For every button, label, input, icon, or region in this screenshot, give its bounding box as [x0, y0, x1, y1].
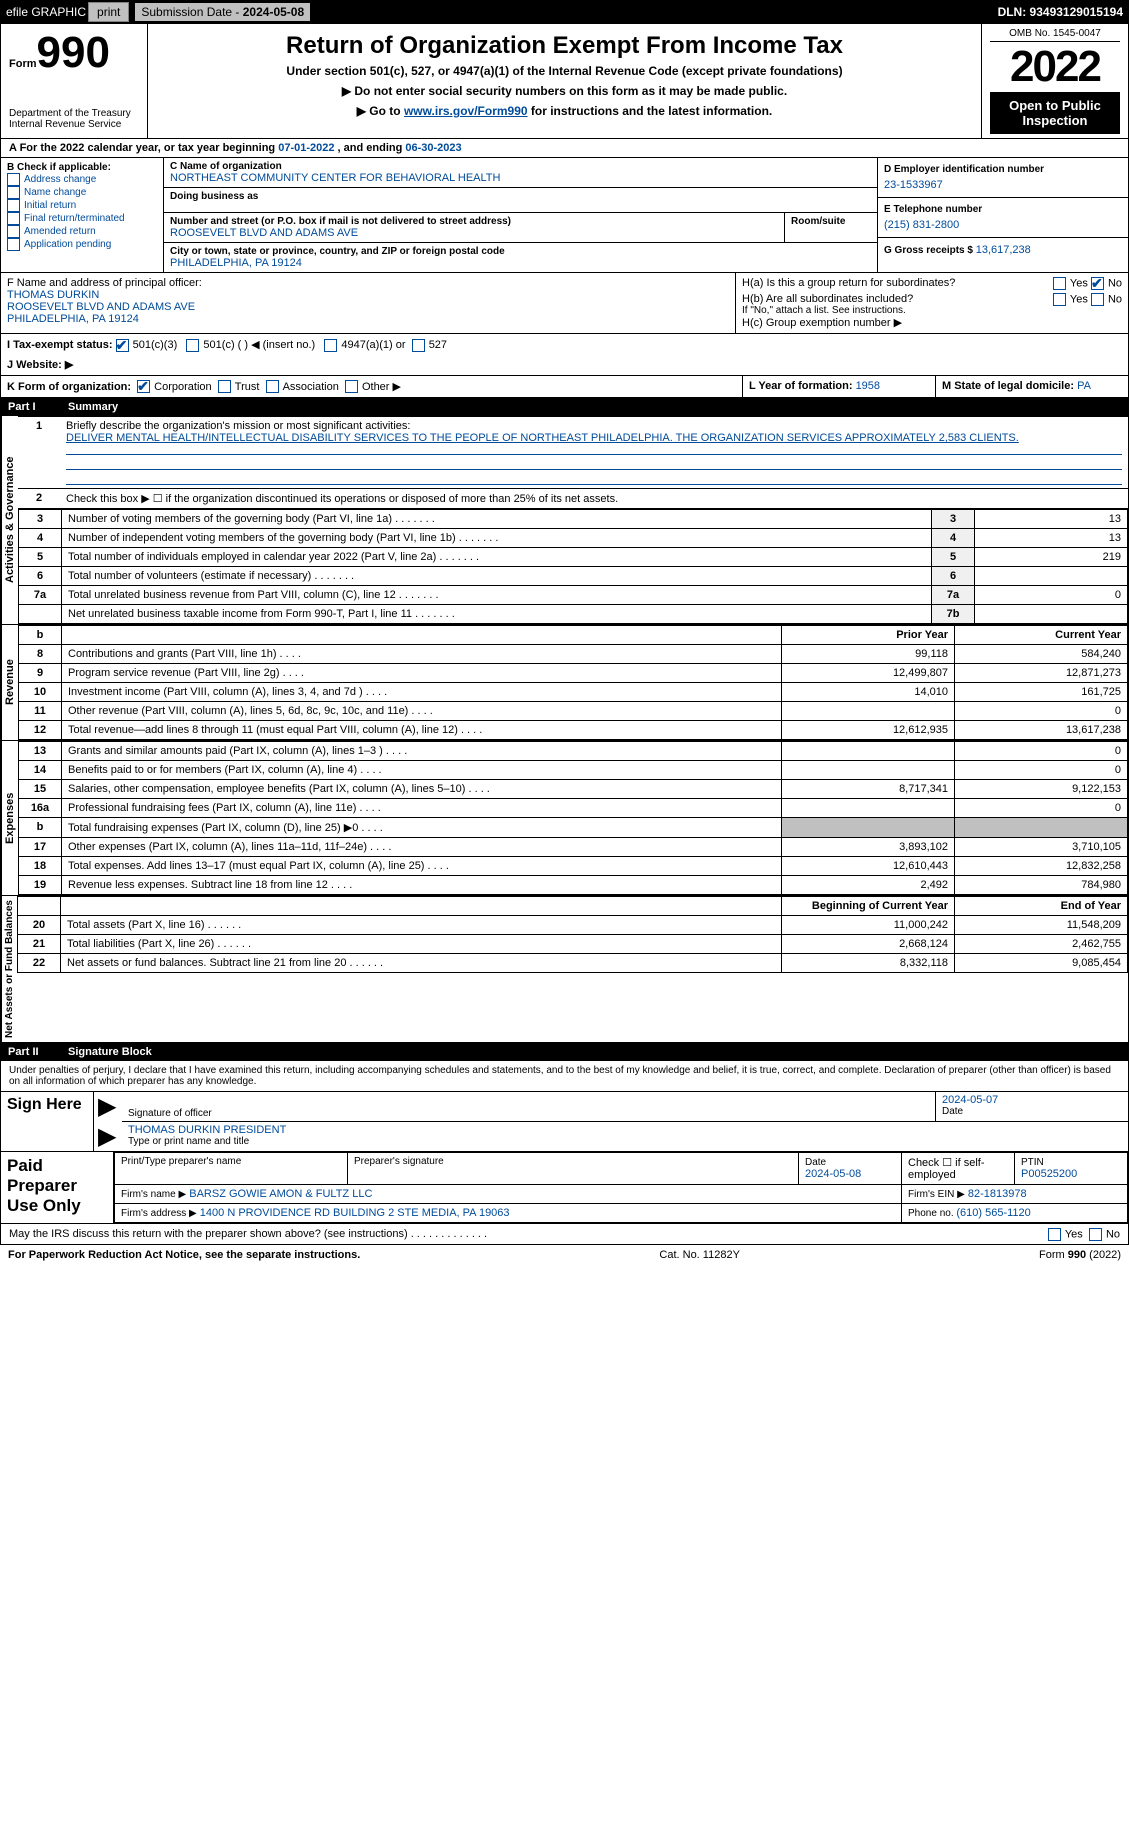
table-row: 10Investment income (Part VIII, column (… [19, 683, 1128, 702]
room-label: Room/suite [791, 216, 871, 227]
tax-year: 2022 [990, 42, 1120, 92]
street-address: ROOSEVELT BLVD AND ADAMS AVE [170, 227, 778, 239]
side-revenue: Revenue [1, 625, 18, 740]
table-row: 6Total number of volunteers (estimate if… [19, 567, 1128, 586]
j-row: J Website: ▶ [7, 358, 1122, 371]
city-state-zip: PHILADELPHIA, PA 19124 [170, 257, 871, 269]
summary-expenses: Expenses 13Grants and similar amounts pa… [0, 741, 1129, 896]
table-row: 8Contributions and grants (Part VIII, li… [19, 645, 1128, 664]
f-label: F Name and address of principal officer: [7, 277, 729, 289]
firm-address: 1400 N PROVIDENCE RD BUILDING 2 STE MEDI… [200, 1207, 510, 1219]
firm-name: BARSZ GOWIE AMON & FULTZ LLC [189, 1188, 372, 1200]
open-inspection: Open to Public Inspection [990, 92, 1120, 134]
d-label: D Employer identification number [884, 164, 1122, 175]
summary-net: Net Assets or Fund Balances Beginning of… [0, 896, 1129, 1043]
efile-label: efile GRAPHIC [6, 5, 86, 19]
telephone: (215) 831-2800 [884, 219, 1122, 231]
h-b: H(b) Are all subordinates included? Yes … [742, 293, 1122, 305]
block-fh: F Name and address of principal officer:… [0, 273, 1129, 334]
perjury-declaration: Under penalties of perjury, I declare th… [0, 1061, 1129, 1092]
side-net: Net Assets or Fund Balances [1, 896, 17, 1042]
table-row: 17Other expenses (Part IX, column (A), l… [19, 838, 1128, 857]
table-row: 15Salaries, other compensation, employee… [19, 780, 1128, 799]
dln: DLN: 93493129015194 [998, 5, 1123, 19]
b-checklist: Address change Name change Initial retur… [7, 173, 157, 251]
gross-receipts: G Gross receipts $ 13,617,238 [878, 238, 1128, 262]
paid-preparer-block: Paid Preparer Use Only Print/Type prepar… [0, 1152, 1129, 1224]
summary-revenue: Revenue bPrior YearCurrent Year8Contribu… [0, 625, 1129, 741]
sign-here-block: Sign Here ▶ Signature of officer 2024-05… [0, 1092, 1129, 1152]
block-ij: I Tax-exempt status: 501(c)(3) 501(c) ( … [0, 334, 1129, 376]
part-1-header: Part ISummary [0, 398, 1129, 416]
form-990-label: Form990 [9, 28, 139, 78]
summary-activities: Activities & Governance 1Briefly describ… [0, 416, 1129, 625]
subtitle-2: ▶ Do not enter social security numbers o… [156, 84, 973, 98]
m-row: M State of legal domicile: PA [936, 376, 1128, 398]
sig-officer-label: Signature of officer [128, 1108, 929, 1119]
table-row: 22Net assets or fund balances. Subtract … [18, 954, 1128, 973]
e-label: E Telephone number [884, 204, 1122, 215]
table-row: 13Grants and similar amounts paid (Part … [19, 742, 1128, 761]
table-row: 3Number of voting members of the governi… [19, 510, 1128, 529]
table-row: 4Number of independent voting members of… [19, 529, 1128, 548]
may-discuss: May the IRS discuss this return with the… [0, 1224, 1129, 1245]
subtitle-1: Under section 501(c), 527, or 4947(a)(1)… [156, 64, 973, 78]
org-name: NORTHEAST COMMUNITY CENTER FOR BEHAVIORA… [170, 172, 871, 184]
table-row: 21Total liabilities (Part X, line 26) . … [18, 935, 1128, 954]
table-row: 20Total assets (Part X, line 16) . . . .… [18, 916, 1128, 935]
h-c: H(c) Group exemption number ▶ [742, 316, 1122, 329]
omb: OMB No. 1545-0047 [990, 28, 1120, 42]
table-row: 18Total expenses. Add lines 13–17 (must … [19, 857, 1128, 876]
table-row: 14Benefits paid to or for members (Part … [19, 761, 1128, 780]
subtitle-3: ▶ Go to www.irs.gov/Form990 for instruct… [156, 104, 973, 118]
table-row: 9Program service revenue (Part VIII, lin… [19, 664, 1128, 683]
city-label: City or town, state or province, country… [170, 246, 871, 257]
officer-name-title: THOMAS DURKIN PRESIDENT [128, 1124, 1122, 1136]
block-bcdefg: B Check if applicable: Address change Na… [0, 158, 1129, 273]
sig-date: 2024-05-07 [942, 1094, 1122, 1106]
form-header: Form990 Department of the Treasury Inter… [0, 24, 1129, 139]
print-button[interactable]: print [88, 2, 129, 22]
form-title: Return of Organization Exempt From Incom… [156, 32, 973, 60]
dept-label: Department of the Treasury Internal Reve… [9, 108, 139, 130]
mission-text: DELIVER MENTAL HEALTH/INTELLECTUAL DISAB… [66, 432, 1019, 444]
c-name-label: C Name of organization [170, 161, 871, 172]
submission-date: Submission Date - 2024-05-08 [135, 3, 310, 21]
officer-name: THOMAS DURKIN [7, 289, 729, 301]
table-row: bTotal fundraising expenses (Part IX, co… [19, 818, 1128, 838]
table-row: Net unrelated business taxable income fr… [19, 605, 1128, 624]
ein: 23-1533967 [884, 179, 1122, 191]
table-row: 16aProfessional fundraising fees (Part I… [19, 799, 1128, 818]
sign-here-label: Sign Here [1, 1092, 94, 1151]
officer-addr2: PHILADELPHIA, PA 19124 [7, 313, 729, 325]
table-row: 12Total revenue—add lines 8 through 11 (… [19, 721, 1128, 740]
row-a: A For the 2022 calendar year, or tax yea… [0, 139, 1129, 158]
addr-label: Number and street (or P.O. box if mail i… [170, 216, 778, 227]
table-row: 5Total number of individuals employed in… [19, 548, 1128, 567]
top-bar: efile GRAPHIC print Submission Date - 20… [0, 0, 1129, 24]
table-row: 19Revenue less expenses. Subtract line 1… [19, 876, 1128, 895]
paid-preparer-label: Paid Preparer Use Only [1, 1152, 114, 1223]
table-row: 7aTotal unrelated business revenue from … [19, 586, 1128, 605]
b-header: B Check if applicable: [7, 162, 157, 173]
k-row: K Form of organization: Corporation Trus… [1, 376, 743, 398]
page-footer: For Paperwork Reduction Act Notice, see … [0, 1245, 1129, 1265]
h-b-note: If "No," attach a list. See instructions… [742, 305, 1122, 316]
i-row: I Tax-exempt status: 501(c)(3) 501(c) ( … [7, 338, 1122, 352]
part-2-header: Part IISignature Block [0, 1043, 1129, 1061]
l-row: L Year of formation: 1958 [743, 376, 936, 398]
side-expenses: Expenses [1, 741, 18, 895]
h-a: H(a) Is this a group return for subordin… [742, 277, 1122, 289]
officer-addr1: ROOSEVELT BLVD AND ADAMS AVE [7, 301, 729, 313]
block-klm: K Form of organization: Corporation Trus… [0, 376, 1129, 399]
dba-label: Doing business as [170, 191, 871, 202]
side-activities: Activities & Governance [1, 416, 18, 624]
table-row: 11Other revenue (Part VIII, column (A), … [19, 702, 1128, 721]
irs-link[interactable]: www.irs.gov/Form990 [404, 104, 528, 118]
